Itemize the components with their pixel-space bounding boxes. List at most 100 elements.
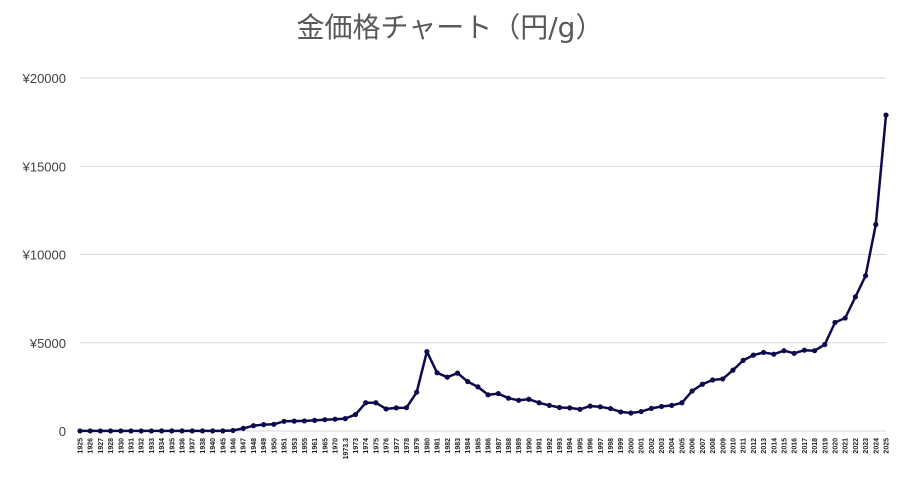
data-point [842, 315, 848, 321]
y-tick-label: 0 [59, 424, 66, 439]
x-tick-label: 2007 [700, 438, 707, 454]
x-tick-label: 1950 [271, 438, 278, 454]
data-point [220, 428, 226, 434]
data-point [97, 428, 104, 434]
x-tick-label: 2020 [832, 438, 839, 454]
x-tick-label: 1984 [465, 438, 472, 454]
x-tick-label: 2014 [771, 438, 778, 454]
x-tick-label: 1997 [598, 438, 605, 454]
x-tick-label: 1949 [261, 438, 268, 454]
x-tick-label: 1945 [220, 438, 227, 454]
data-point [862, 273, 869, 279]
data-point [822, 341, 828, 348]
x-tick-label: 1935 [169, 438, 176, 454]
data-point [791, 350, 797, 356]
x-tick-label: 2012 [751, 438, 758, 454]
x-tick-label: 1999 [618, 438, 625, 454]
data-point [832, 319, 838, 326]
data-point [148, 428, 155, 434]
data-point [628, 410, 634, 416]
x-tick-label: 2010 [730, 438, 737, 454]
data-point [301, 418, 308, 424]
x-tick-label: 1985 [475, 438, 482, 454]
x-tick-label: 2016 [792, 438, 799, 454]
data-point [393, 405, 399, 411]
x-tick-label: 1979 [414, 438, 421, 454]
x-tick-label: 1973 [353, 438, 360, 454]
x-tick-label: 1938 [200, 438, 207, 454]
data-point [781, 348, 787, 354]
data-point [118, 428, 124, 434]
data-point [597, 404, 603, 410]
x-tick-label: 1932 [139, 438, 146, 454]
x-tick-label: 2004 [669, 438, 676, 454]
data-point [669, 402, 675, 409]
data-point [811, 348, 818, 354]
data-point [87, 428, 93, 434]
data-point [108, 428, 114, 434]
x-tick-label: 2021 [843, 438, 850, 454]
data-point [250, 423, 257, 429]
x-tick-label: 1975 [373, 438, 380, 454]
data-point [199, 428, 206, 434]
x-tick-label: 2023 [863, 438, 870, 454]
x-tick-label: 1953 [292, 438, 299, 454]
data-point [159, 428, 165, 434]
data-point [485, 392, 491, 398]
x-tick-label: 1933 [149, 438, 156, 454]
x-tick-label: 1961 [312, 438, 319, 454]
x-tick-label: 1987 [496, 438, 503, 454]
data-point [546, 402, 552, 409]
x-tick-label: 1926 [88, 438, 95, 454]
x-tick-label: 1927 [98, 438, 105, 454]
data-point [587, 403, 593, 409]
chart-title: 金価格チャート（円/g） [296, 11, 604, 44]
x-tick-label: 1994 [567, 438, 574, 454]
data-point [414, 389, 420, 395]
x-axis-ticks: 1925 1926 1927 1928 1930 1931 1932 1933 1934 1935… [78, 438, 891, 460]
data-point [403, 405, 410, 411]
gridlines [80, 77, 886, 432]
data-point [240, 425, 246, 431]
x-tick-label: 2001 [639, 438, 646, 454]
x-tick-label: 2019 [822, 438, 829, 454]
x-tick-label: 2003 [659, 438, 666, 454]
x-tick-label: 2015 [781, 438, 788, 454]
x-tick-label: 2022 [853, 438, 860, 454]
data-point [689, 388, 695, 394]
data-point [760, 349, 767, 356]
x-tick-label: 2011 [741, 438, 748, 453]
data-point [536, 400, 542, 406]
series-gold-price [77, 112, 889, 434]
data-point [852, 294, 858, 300]
x-tick-label: 1980 [424, 438, 431, 454]
data-point [709, 377, 716, 383]
data-point [607, 405, 614, 412]
x-tick-label: 1946 [231, 438, 238, 454]
y-axis-ticks: 0 ¥5000 ¥10000 ¥15000 ¥20000 [22, 71, 66, 439]
data-point [352, 411, 359, 418]
x-tick-label: 2006 [690, 438, 697, 454]
x-tick-label: 1990 [526, 438, 533, 454]
data-point [444, 374, 450, 380]
x-tick-label: 1983 [455, 438, 462, 454]
data-point [271, 421, 277, 427]
x-tick-label: 1936 [180, 438, 187, 454]
x-tick-label: 2018 [812, 438, 819, 454]
x-tick-label: 1974 [363, 438, 370, 454]
data-point [332, 416, 338, 422]
y-tick-label: ¥15000 [22, 159, 66, 174]
y-tick-label: ¥5000 [29, 336, 66, 351]
data-point [475, 384, 481, 390]
x-tick-label: 2025 [884, 438, 891, 454]
data-point [495, 390, 501, 397]
x-tick-label: 2017 [802, 438, 809, 454]
x-tick-label: 1992 [547, 438, 554, 454]
data-point [424, 348, 430, 355]
x-tick-label: 2009 [720, 438, 727, 454]
data-point [699, 381, 705, 387]
x-tick-label: 1991 [537, 438, 544, 454]
x-tick-label: 1937 [190, 438, 197, 454]
data-point [658, 403, 665, 410]
